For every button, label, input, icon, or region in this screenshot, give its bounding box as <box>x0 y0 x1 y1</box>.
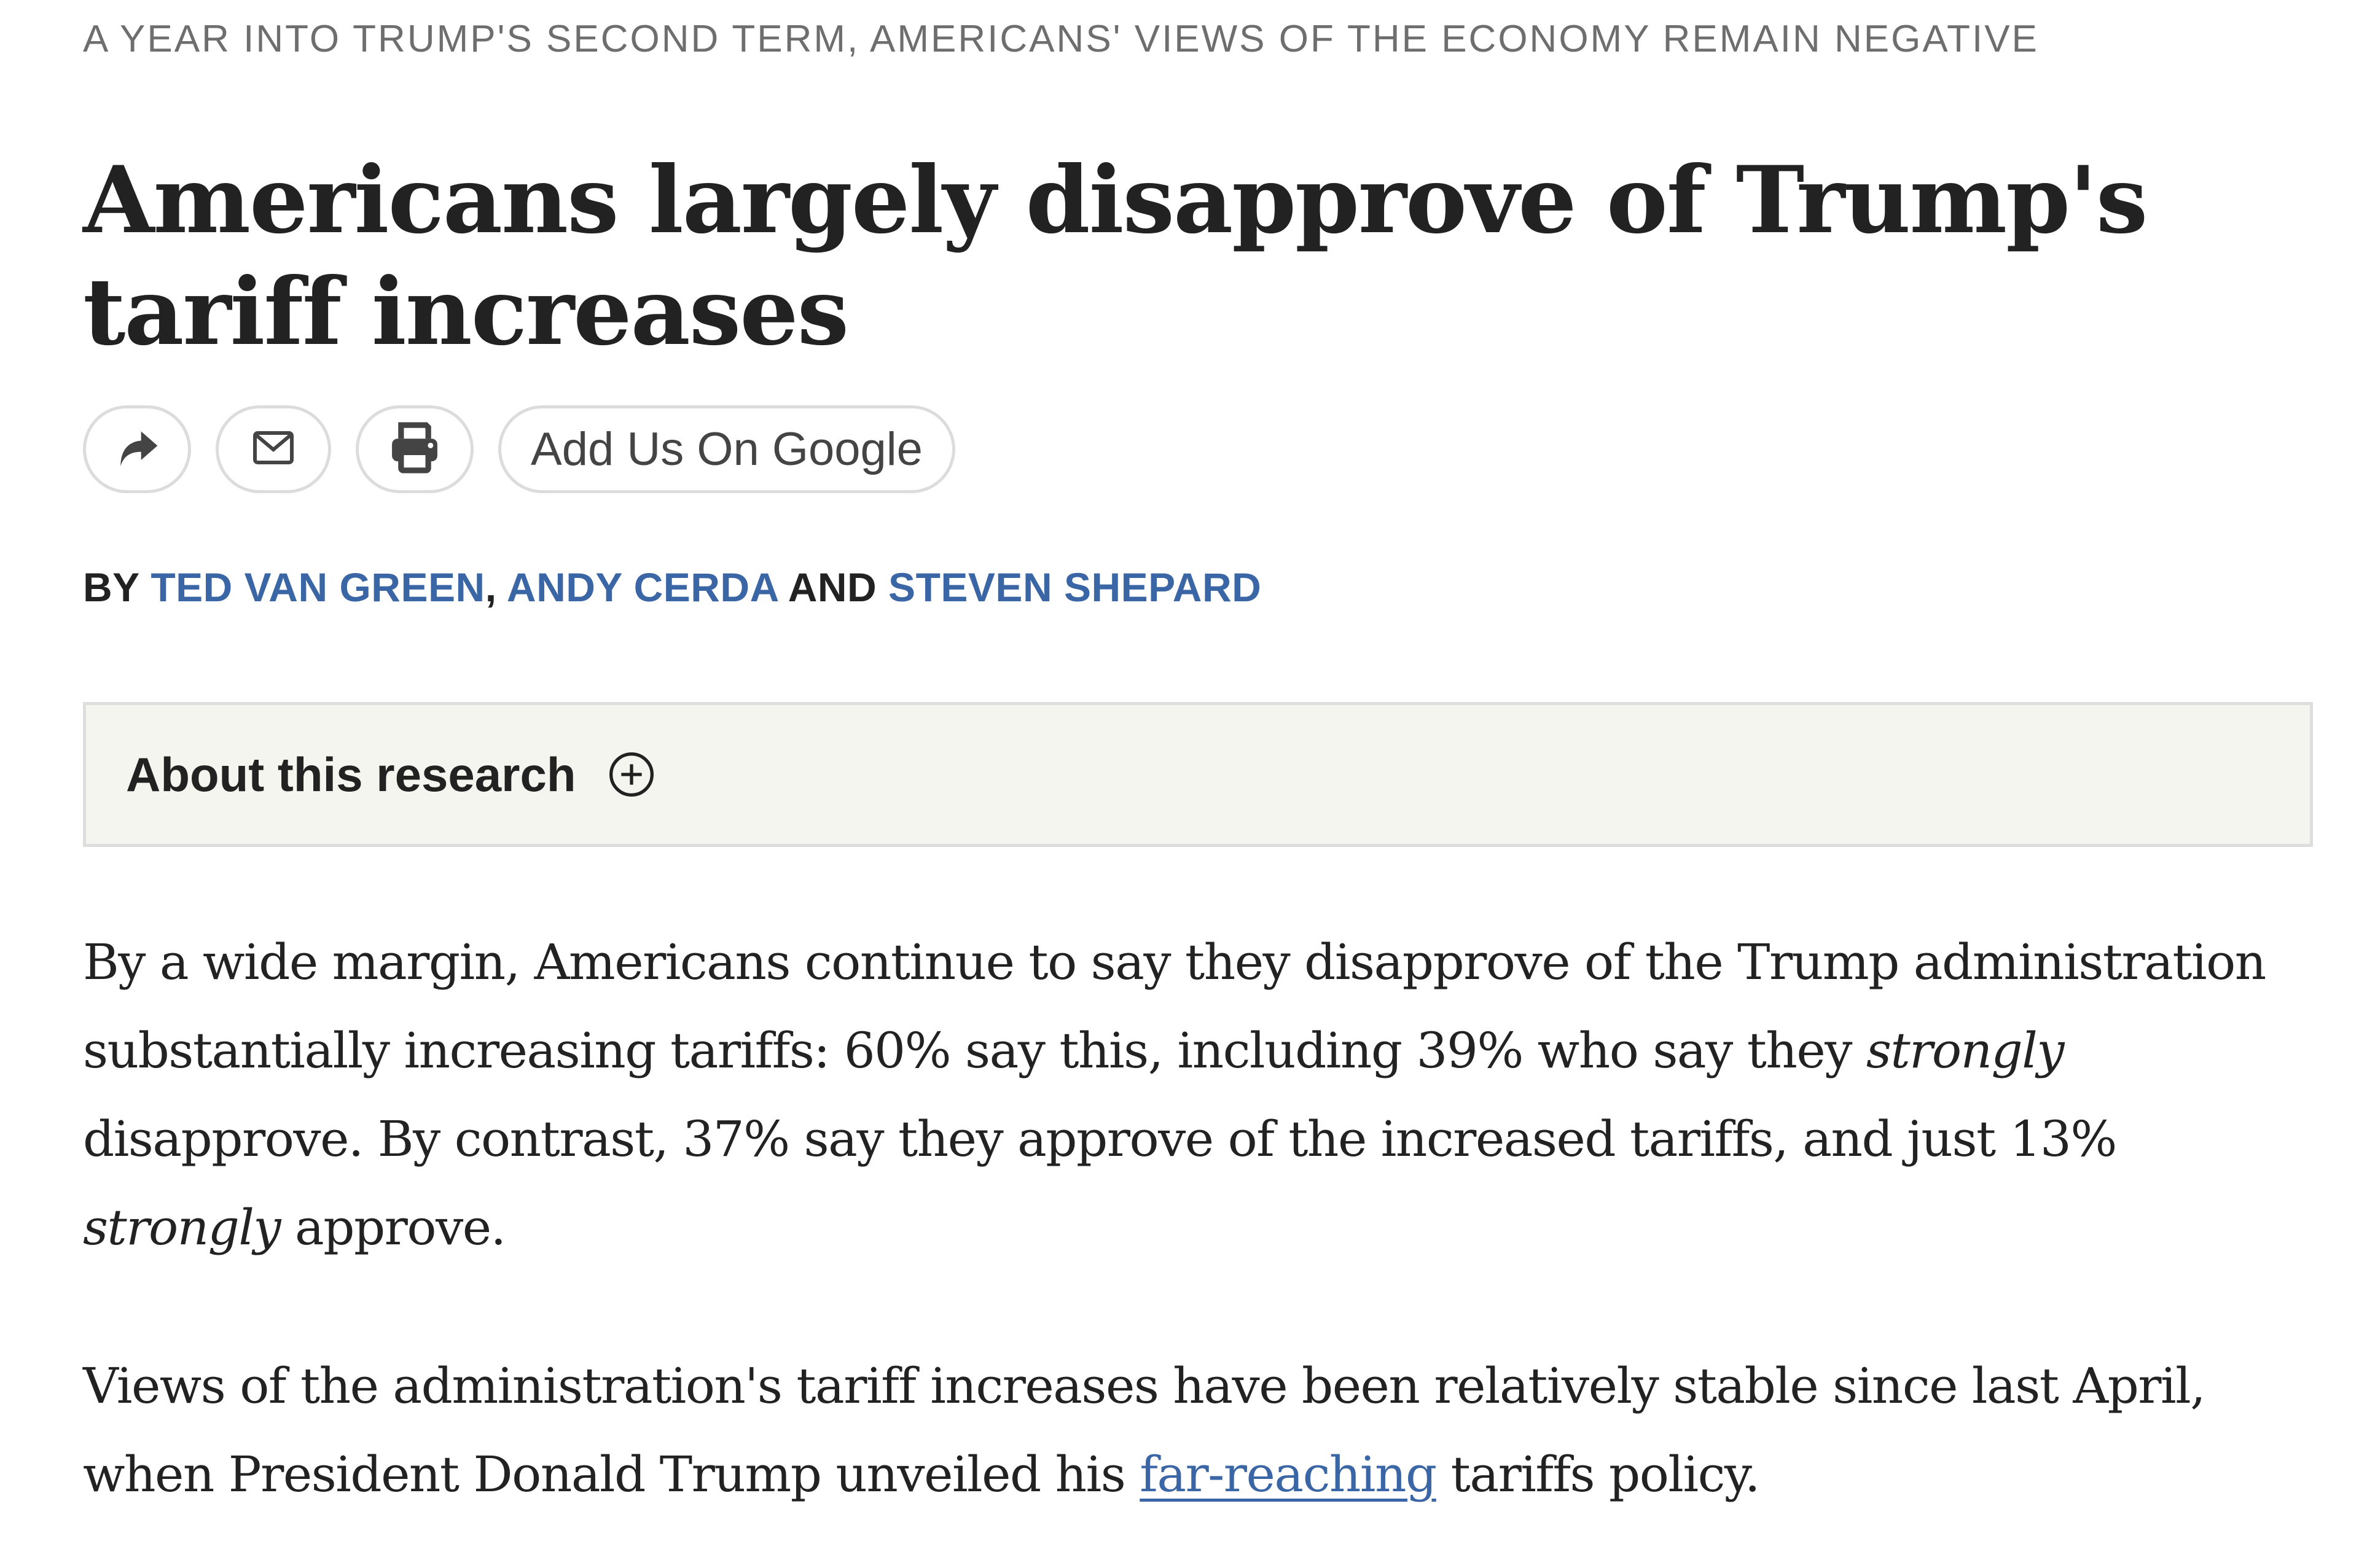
section-kicker: A YEAR INTO TRUMP'S SECOND TERM, AMERICA… <box>83 18 2039 60</box>
author-link[interactable]: ANDY CERDA <box>506 564 778 610</box>
print-button[interactable] <box>356 405 474 493</box>
article-title: Americans largely disapprove of Trump's … <box>83 146 2148 366</box>
author-link[interactable]: STEVEN SHEPARD <box>888 564 1262 610</box>
byline: BY TED VAN GREEN, ANDY CERDA AND STEVEN … <box>83 564 1262 610</box>
about-this-research-label: About this research <box>126 747 576 802</box>
body-paragraph: By a wide margin, Americans continue to … <box>83 934 2266 1256</box>
author-link[interactable]: TED VAN GREEN <box>151 564 485 610</box>
share-arrow-icon <box>112 423 162 475</box>
share-button[interactable] <box>83 405 191 493</box>
envelope-icon <box>251 429 295 469</box>
plus-circle-icon[interactable] <box>607 750 656 799</box>
body-paragraph: Views of the administration's tariff inc… <box>83 1357 2206 1503</box>
byline-prefix: BY <box>83 564 139 610</box>
email-button[interactable] <box>216 405 331 493</box>
share-bar: Add Us On Google <box>83 405 955 493</box>
add-us-on-google-button[interactable]: Add Us On Google <box>498 405 955 493</box>
far-reaching-link[interactable]: far-reaching <box>1140 1446 1437 1503</box>
byline-conjunction: AND <box>788 564 877 610</box>
about-this-research-toggle[interactable]: About this research <box>83 702 2313 847</box>
printer-icon <box>387 418 442 480</box>
